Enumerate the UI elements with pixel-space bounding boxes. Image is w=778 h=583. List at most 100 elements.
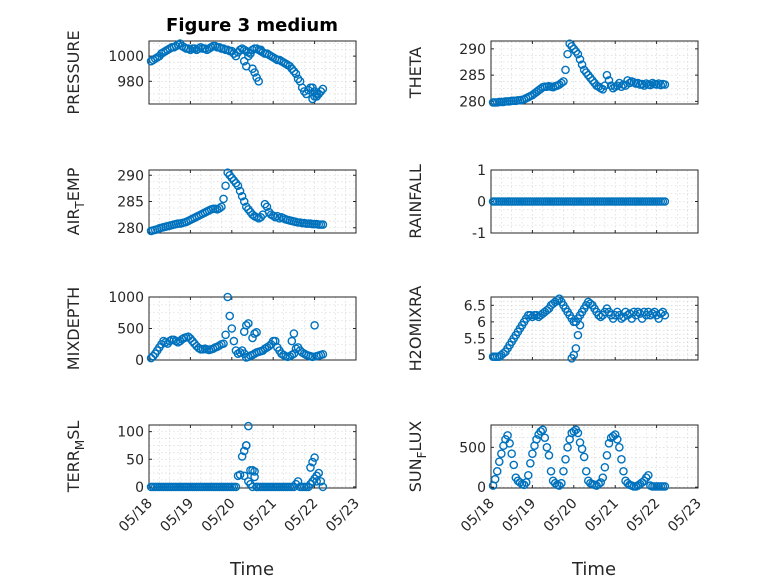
y-tick-label: 5.5 [464,331,486,347]
data-point [497,449,506,459]
data-point [186,334,195,343]
y-tick-label: 290 [459,42,486,58]
y-tick-label: 6 [477,315,486,331]
data-point [571,344,581,353]
y-tick-label: 280 [459,94,486,110]
data-point [235,348,245,357]
data-point [492,466,502,476]
data-point [237,452,247,461]
data-point [637,79,647,89]
data-point [552,296,562,305]
y-tick-label: 290 [117,168,144,184]
data-point [244,51,253,61]
data-point [563,49,572,59]
data-point [314,468,324,478]
y-tick-label: 285 [459,68,486,84]
data-point [561,454,570,464]
y-tick-label: 100 [117,425,144,441]
data-point [316,477,326,486]
data-point [248,333,257,343]
data-point [231,482,241,492]
data-point [235,186,245,196]
data-point [308,352,317,362]
data-point [250,68,259,77]
data-point [250,472,259,482]
data-point [617,454,626,464]
data-point [252,482,261,492]
data-point [229,336,239,346]
y-tick-label: 0 [477,195,486,211]
data-point [505,439,514,448]
y-axis-label: AIRTEMP [64,167,87,235]
data-point [227,46,237,56]
data-point [148,351,158,361]
data-point [555,481,564,490]
data-point [575,320,585,330]
data-point [515,478,525,487]
data-point [188,336,197,346]
x-tick-label: 05/22 [282,496,322,536]
data-point [306,463,315,472]
y-tick-label: 980 [117,74,144,90]
data-point [312,477,321,486]
data-point [490,474,500,484]
data-point [542,305,552,315]
x-tick-label: 05/23 [665,496,705,536]
data-point [550,478,560,488]
y-tick-label: 1000 [108,49,144,65]
data-point [600,462,610,472]
subplot-2: 280 285 290 THETA [406,39,699,110]
data-point [312,89,321,99]
data-point [538,425,548,435]
subplot-8: 05/18 05/19 05/20 05/21 05/22 05/23 0 500 SUNFLU… [406,421,705,536]
data-point [573,330,583,340]
data-point [239,471,249,481]
y-tick-label: 5 [477,348,486,364]
x-tick-label: 05/21 [240,496,280,536]
data-point [542,443,552,452]
data-point [557,78,566,88]
data-point [615,443,624,452]
data-point [264,341,274,351]
data-point [308,94,317,104]
data-point [660,197,670,206]
data-point [215,204,224,213]
axes-box [490,40,699,105]
data-point [573,428,583,438]
data-point [596,312,606,322]
data-point [598,473,608,482]
data-point [308,457,317,467]
x-tick-label: 05/23 [323,496,363,536]
data-point [244,421,253,431]
x-tick-label: 05/21 [582,496,622,536]
data-point [660,310,670,320]
data-point [293,74,303,84]
data-point [287,64,297,74]
data-point [287,336,297,346]
y-tick-label: 500 [459,440,486,456]
data-point [536,427,545,436]
data-point [575,55,585,64]
data-point [310,453,319,462]
data-point [559,77,568,86]
data-point [507,449,517,459]
data-point [285,61,295,71]
data-point [318,482,328,492]
data-point [617,82,626,91]
data-point [239,197,249,206]
y-tick-label: 280 [117,221,144,237]
data-point [526,310,535,320]
data-point [241,321,251,330]
data-point [641,473,651,482]
x-tick-label: 05/18 [458,496,498,536]
data-point [291,69,301,79]
data-point [600,81,610,90]
data-point [602,451,612,460]
data-point [219,194,228,204]
data-point [318,84,328,94]
data-point [646,80,655,90]
data-point [596,478,606,487]
data-point [239,56,249,66]
y-tick-label: 1000 [108,290,144,306]
